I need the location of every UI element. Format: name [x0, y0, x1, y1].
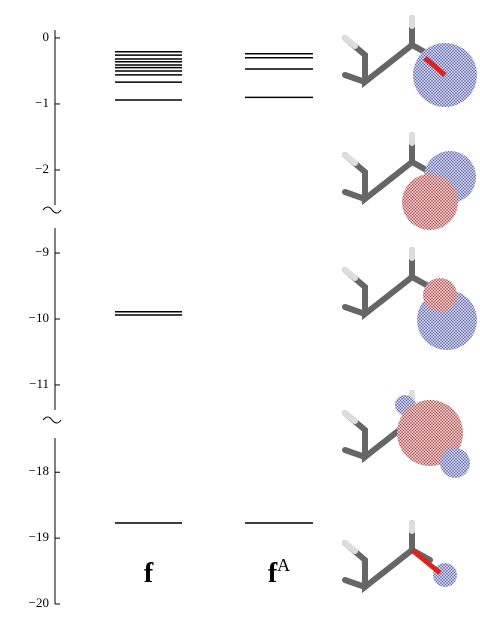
series-name: f — [144, 558, 154, 589]
series-superscript: A — [277, 555, 290, 575]
chart: 0 −1 −2 −9 −10 −11 −18 −19 −20 f fA — [0, 0, 480, 614]
molecule — [345, 393, 470, 478]
molecule — [345, 135, 476, 230]
series-label: fA — [268, 555, 290, 589]
series-label: f — [144, 558, 154, 589]
molecule — [345, 523, 457, 587]
y-tick-label: −19 — [29, 529, 49, 544]
y-tick-label: −2 — [35, 161, 49, 176]
y-tick-label: −10 — [29, 310, 49, 325]
y-tick-label: 0 — [43, 29, 50, 44]
y-tick-label: −18 — [29, 463, 49, 478]
molecule — [345, 18, 477, 107]
y-tick-label: −1 — [35, 95, 49, 110]
y-tick-label: −20 — [29, 595, 49, 610]
axis-break — [43, 417, 61, 423]
axis-break — [43, 207, 61, 213]
y-tick-label: −9 — [35, 244, 49, 259]
molecule — [345, 250, 477, 350]
y-tick-label: −11 — [29, 376, 49, 391]
